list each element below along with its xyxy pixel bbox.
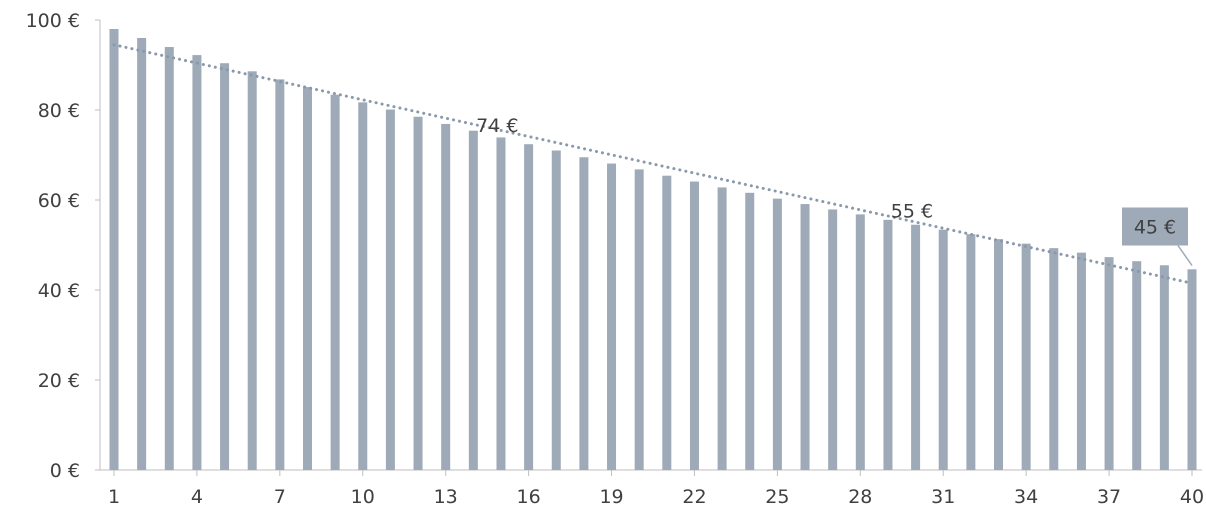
bar [468,130,478,470]
bar [911,224,921,470]
bar [662,175,672,470]
y-axis: 0 € 20 € 40 € 60 € 80 € 100 € [26,10,101,482]
bar [330,94,340,470]
y-tick-label: 0 € [50,460,80,482]
bar [772,198,782,470]
bar [551,150,561,470]
bar [192,55,202,470]
x-tick-label: 19 [599,486,623,508]
bar [1104,257,1114,470]
bar [966,234,976,470]
trendline-line [112,43,1194,285]
bar [855,214,865,470]
bar [1049,248,1059,470]
bar [441,123,451,470]
x-tick-label: 25 [765,486,789,508]
bar [109,29,119,470]
bar [938,229,948,470]
x-tick-label: 1 [108,486,120,508]
data-label: 45 € [1134,217,1176,239]
bar [745,192,755,471]
data-label: 74 € [476,115,518,137]
y-tick-label: 40 € [38,280,80,302]
bar [634,169,644,470]
bar [358,102,368,470]
bar [717,187,727,470]
bar [883,219,893,470]
callout-leader [1177,245,1193,266]
x-tick-label: 37 [1097,486,1121,508]
bar [1187,269,1197,470]
bar [385,109,395,471]
y-tick-label: 60 € [38,190,80,212]
bar [828,209,838,470]
bar [413,116,423,470]
bar [137,38,147,470]
bar [607,163,617,471]
bar [994,239,1004,470]
bar [302,87,312,471]
y-tick-label: 80 € [38,100,80,122]
y-tick-label: 20 € [38,370,80,392]
bar [164,47,174,470]
data-label: 55 € [891,201,933,223]
x-tick-label: 10 [351,486,375,508]
bar [579,157,589,470]
bar [1076,252,1086,470]
x-tick-label: 16 [517,486,541,508]
x-tick-label: 7 [274,486,286,508]
bar-series [109,29,1197,471]
x-tick-label: 31 [931,486,955,508]
x-tick-label: 22 [682,486,706,508]
x-tick-label: 4 [191,486,203,508]
bar [1021,243,1031,470]
x-tick-label: 13 [434,486,458,508]
bar [524,144,534,470]
bar [275,79,285,471]
bar [220,63,230,470]
bar [247,71,257,471]
x-tick-label: 40 [1180,486,1204,508]
bar [689,181,699,471]
x-axis: 1 4 7 10 13 16 19 22 25 28 31 34 37 40 [100,469,1204,508]
bar [1159,265,1169,470]
x-tick-label: 34 [1014,486,1038,508]
bar [800,204,810,471]
bar [1132,261,1142,470]
trendline [112,43,1194,285]
bar [496,137,506,470]
callout-box [1122,207,1188,246]
y-tick-label: 100 € [26,10,80,32]
x-tick-label: 28 [848,486,872,508]
annotations: 74 € 55 € 45 € [476,115,1193,266]
